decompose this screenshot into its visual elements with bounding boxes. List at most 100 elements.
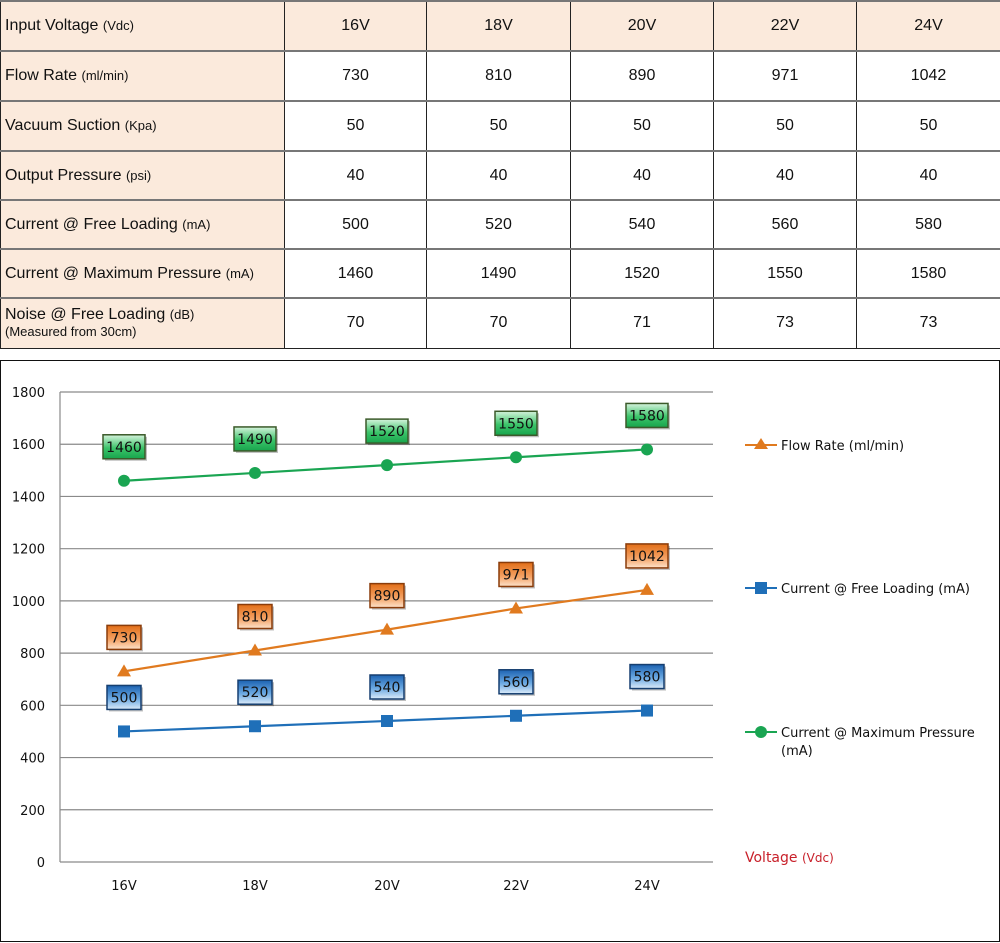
legend: Flow Rate (ml/min) Current @ Free Loadin… xyxy=(745,438,975,759)
line-chart: 0 200 400 600 800 1000 1200 1400 1600 1800 16V 18V… xyxy=(12,386,975,894)
header-label: Input Voltage xyxy=(5,17,99,34)
row-unit: (ml/min) xyxy=(81,68,129,83)
y-tick-label: 0 xyxy=(37,856,45,871)
table-cell: 40 xyxy=(426,150,571,201)
table-row-current-max-pressure: Current @ Maximum Pressure (mA) 1460 149… xyxy=(0,248,1000,299)
data-label-box xyxy=(498,561,534,588)
square-marker-icon xyxy=(118,725,130,738)
row-label-cell: Noise @ Free Loading (dB) (Measured from … xyxy=(0,297,285,349)
triangle-marker-icon xyxy=(640,582,654,595)
y-tick-label: 1400 xyxy=(12,490,45,505)
circle-marker-icon xyxy=(755,726,767,738)
legend-item-max-pressure: Current @ Maximum Pressure (mA) xyxy=(745,726,975,759)
table-cell: 73 xyxy=(856,297,1000,349)
data-label-box xyxy=(233,426,277,452)
data-label-box xyxy=(106,624,142,651)
data-label-box xyxy=(237,679,273,705)
data-label-box xyxy=(625,402,669,429)
data-label: 1042 xyxy=(629,549,665,565)
table-cell: 1520 xyxy=(570,248,714,299)
table-row-vacuum-suction: Vacuum Suction (Kpa) 50 50 50 50 50 xyxy=(0,100,1000,152)
triangle-marker-icon xyxy=(754,438,768,449)
row-label-cell: Vacuum Suction (Kpa) xyxy=(0,100,285,152)
y-tick-label: 1000 xyxy=(12,595,45,610)
x-axis-ticks: 16V 18V 20V 22V 24V xyxy=(111,879,660,894)
table-cell: 40 xyxy=(856,150,1000,201)
triangle-marker-icon xyxy=(117,664,131,677)
header-unit: (Vdc) xyxy=(102,18,134,33)
table-cell: 580 xyxy=(856,199,1000,250)
data-label: 971 xyxy=(503,567,530,583)
legend-label-max-pressure: Current @ Maximum Pressure xyxy=(781,726,975,741)
table-cell: 40 xyxy=(570,150,714,201)
data-label: 520 xyxy=(242,685,269,701)
y-tick-label: 200 xyxy=(20,804,45,819)
data-label: 1490 xyxy=(237,432,273,448)
data-label: 1550 xyxy=(498,416,534,432)
table-header-row: Input Voltage (Vdc) 16V 18V 20V 22V 24V xyxy=(0,0,1000,52)
x-tick-label: 24V xyxy=(634,879,660,894)
table-cell: 1460 xyxy=(284,248,427,299)
x-axis-title-text: Voltage xyxy=(745,850,798,866)
row-unit: (psi) xyxy=(125,167,152,183)
table-cell: 810 xyxy=(426,50,571,102)
spec-table: Input Voltage (Vdc) 16V 18V 20V 22V 24V … xyxy=(0,0,1000,349)
table-cell: 50 xyxy=(570,100,714,152)
row-label: Current @ Free Loading xyxy=(5,215,178,233)
y-tick-label: 1200 xyxy=(12,543,45,558)
data-label: 810 xyxy=(242,610,269,626)
circle-marker-icon xyxy=(249,466,261,479)
table-cell: 1550 xyxy=(713,248,857,299)
y-tick-label: 600 xyxy=(20,699,45,714)
table-row-output-pressure: Output Pressure (psi) 40 40 40 40 40 xyxy=(0,150,1000,201)
header-voltage-cell: 24V xyxy=(856,0,1000,52)
table-cell: 50 xyxy=(426,100,571,152)
data-label-box xyxy=(629,663,665,690)
row-unit: (Kpa) xyxy=(124,118,157,133)
legend-label-flow-rate: Flow Rate (ml/min) xyxy=(781,439,904,454)
data-label-box xyxy=(365,418,409,444)
data-label-box xyxy=(498,669,534,695)
table-cell: 50 xyxy=(284,100,427,152)
row-label: Vacuum Suction xyxy=(5,117,121,134)
table-row-current-free-loading: Current @ Free Loading (mA) 500 520 540 … xyxy=(0,199,1000,250)
table-cell: 730 xyxy=(284,50,427,102)
table-cell: 70 xyxy=(426,297,571,349)
table-row-noise: Noise @ Free Loading (dB) (Measured from … xyxy=(0,297,1000,349)
header-voltage-cell: 20V xyxy=(570,0,714,52)
legend-label-max-pressure-unit: (mA) xyxy=(781,744,813,759)
data-label: 1520 xyxy=(369,424,405,440)
square-marker-icon xyxy=(641,704,653,717)
row-label-cell: Flow Rate (ml/min) xyxy=(0,50,285,102)
table-cell: 520 xyxy=(426,199,571,250)
row-label-cell: Current @ Free Loading (mA) xyxy=(0,199,285,250)
table-cell: 40 xyxy=(284,150,427,201)
x-axis-title: Voltage (Vdc) xyxy=(745,850,834,866)
table-cell: 540 xyxy=(570,199,714,250)
data-label: 730 xyxy=(111,630,138,646)
header-voltage-cell: 16V xyxy=(284,0,427,52)
table-cell: 71 xyxy=(570,297,714,349)
chart-frame: 0 200 400 600 800 1000 1200 1400 1600 1800 16V 18V… xyxy=(0,360,1000,942)
row-label-cell: Output Pressure (psi) xyxy=(0,150,285,201)
row-label-cell: Current @ Maximum Pressure (mA) xyxy=(0,248,285,299)
data-label-box xyxy=(369,674,405,700)
triangle-marker-icon xyxy=(509,601,523,614)
table-cell: 890 xyxy=(570,50,714,102)
x-axis-title-unit: (Vdc) xyxy=(802,851,834,865)
table-cell: 500 xyxy=(284,199,427,250)
data-label: 890 xyxy=(374,589,401,605)
square-marker-icon xyxy=(381,715,393,727)
triangle-marker-icon xyxy=(380,622,394,635)
header-voltage-cell: 22V xyxy=(713,0,857,52)
table-cell: 40 xyxy=(713,150,857,201)
triangle-marker-icon xyxy=(248,643,262,656)
data-label-box xyxy=(106,684,142,711)
square-marker-icon xyxy=(249,720,261,733)
x-tick-label: 18V xyxy=(242,879,268,894)
table-row-flow-rate: Flow Rate (ml/min) 730 810 890 971 1042 xyxy=(0,50,1000,102)
row-note: (Measured from 30cm) xyxy=(5,324,137,340)
circle-marker-icon xyxy=(381,459,393,472)
row-label: Output Pressure xyxy=(5,166,122,184)
header-voltage-cell: 18V xyxy=(426,0,571,52)
